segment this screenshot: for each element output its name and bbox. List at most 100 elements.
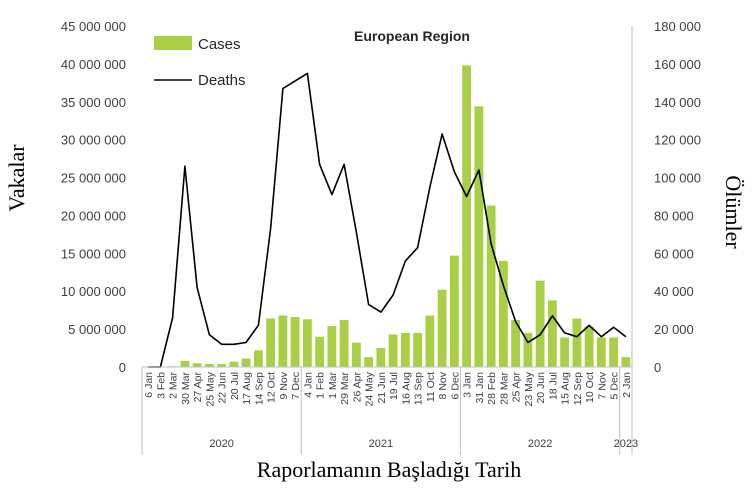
cases-bar xyxy=(572,318,582,367)
cases-bar xyxy=(486,205,496,367)
x-tick-label: 31 Jan xyxy=(474,372,486,404)
cases-bar xyxy=(339,320,349,367)
cases-bar xyxy=(315,336,325,367)
cases-bar xyxy=(596,337,606,367)
x-tick-label: 21 Jun xyxy=(376,372,388,404)
cases-bar xyxy=(351,342,361,367)
cases-bar xyxy=(253,350,263,367)
legend-cases-swatch xyxy=(154,36,192,50)
cases-bar xyxy=(621,357,631,367)
left-axis-tick-label: 45 000 000 xyxy=(61,19,126,34)
x-tick-label: 8 Nov xyxy=(437,371,449,399)
cases-bar xyxy=(400,332,410,367)
y-axis-title: Vakalar xyxy=(4,144,29,212)
x-tick-label: 22 Jun xyxy=(217,372,229,404)
x-tick-label: 3 Feb xyxy=(155,372,167,399)
x-tick-label: 7 Nov xyxy=(596,371,608,399)
cases-bar xyxy=(180,360,190,367)
cases-bar xyxy=(498,260,508,367)
cases-bar xyxy=(560,337,570,367)
x-tick-label: 11 Oct xyxy=(425,372,437,402)
right-axis-tick-label: 100 000 xyxy=(654,171,701,186)
year-label: 2023 xyxy=(614,438,638,450)
cases-bar xyxy=(327,326,337,367)
x-tick-label: 14 Sep xyxy=(253,372,265,405)
cases-bar xyxy=(437,289,447,367)
left-axis-tick-label: 40 000 000 xyxy=(61,57,126,72)
x-tick-label: 25 May xyxy=(204,371,216,406)
x-tick-label: 13 Sep xyxy=(413,372,425,405)
x-tick-label: 1 Mar xyxy=(327,372,339,399)
x-tick-label: 1 Feb xyxy=(315,372,327,399)
cases-bar xyxy=(364,357,374,367)
cases-bar xyxy=(376,348,386,367)
cases-bars xyxy=(168,65,631,367)
x-tick-label: 25 Apr xyxy=(511,371,523,402)
year-label: 2022 xyxy=(528,438,552,450)
chart-title: European Region xyxy=(354,28,470,44)
x-tick-label: 18 Jul xyxy=(547,372,559,400)
left-axis-tick-label: 15 000 000 xyxy=(61,246,126,261)
x-tick-label: 6 Dec xyxy=(449,372,461,399)
right-axis-tick-label: 120 000 xyxy=(654,133,701,148)
right-axis-tick-label: 140 000 xyxy=(654,95,701,110)
x-tick-label: 28 Mar xyxy=(498,372,510,405)
right-axis-tick-label: 40 000 xyxy=(654,284,694,299)
x-tick-label: 29 Mar xyxy=(339,372,351,405)
cases-bar xyxy=(462,65,472,367)
cases-bar xyxy=(523,332,533,367)
x-tick-label: 20 Jul xyxy=(229,372,241,400)
x-tick-label: 24 May xyxy=(364,371,376,406)
x-tick-label: 7 Dec xyxy=(290,372,302,399)
legend-cases-label: Cases xyxy=(198,36,241,53)
x-tick-label: 27 Apr xyxy=(192,371,204,402)
x-tick-label: 9 Nov xyxy=(278,371,290,399)
right-axis-tick-label: 160 000 xyxy=(654,57,701,72)
x-tick-label: 20 Jun xyxy=(535,372,547,404)
x-tick-label: 12 Oct xyxy=(266,372,278,403)
left-axis-ticks: 0 5 000 000 10 000 000 15 000 000 20 000 000… xyxy=(61,19,126,375)
cases-bar xyxy=(241,358,251,367)
cases-bar xyxy=(609,337,619,367)
left-axis-tick-label: 20 000 000 xyxy=(61,208,126,223)
legend: Cases Deaths xyxy=(154,36,246,89)
y2-axis-title: Ölümler xyxy=(721,175,746,249)
right-axis-tick-label: 20 000 xyxy=(654,322,694,337)
cases-bar xyxy=(413,332,423,367)
legend-deaths-label: Deaths xyxy=(198,72,246,89)
x-tick-label: 26 Apr xyxy=(351,371,363,402)
left-axis-tick-label: 30 000 000 xyxy=(61,133,126,148)
x-tick-label: 19 Jul xyxy=(388,372,400,400)
x-tick-label: 2 Mar xyxy=(168,372,180,399)
deaths-line xyxy=(148,72,627,368)
left-axis-tick-label: 10 000 000 xyxy=(61,284,126,299)
right-axis-tick-label: 0 xyxy=(654,360,661,375)
cases-bar xyxy=(192,363,202,367)
x-tick-label: 4 Jan xyxy=(302,372,314,398)
x-tick-label: 15 Aug xyxy=(560,372,572,405)
x-tick-label: 28 Feb xyxy=(486,372,498,405)
cases-bar xyxy=(535,280,545,367)
cases-bar xyxy=(511,320,521,367)
right-axis-tick-label: 60 000 xyxy=(654,246,694,261)
x-tick-label: 3 Jan xyxy=(462,372,474,398)
left-axis-tick-label: 5 000 000 xyxy=(68,322,126,337)
left-axis-tick-label: 0 xyxy=(119,360,126,375)
year-label: 2020 xyxy=(209,438,233,450)
right-axis-ticks: 0 20 000 40 000 60 000 80 000 100 000 120 000 1… xyxy=(654,19,701,375)
left-axis-tick-label: 35 000 000 xyxy=(61,95,126,110)
left-axis-tick-label: 25 000 000 xyxy=(61,171,126,186)
x-tick-label: 23 May xyxy=(523,371,535,406)
cases-bar xyxy=(547,300,557,367)
x-tick-label: 30 Mar xyxy=(180,372,192,405)
x-axis-title: Raporlamanın Başladığı Tarih xyxy=(257,457,521,482)
cases-bar xyxy=(290,316,300,367)
cases-bar xyxy=(425,315,435,367)
x-tick-label: 10 Oct xyxy=(584,372,596,403)
right-axis-tick-label: 80 000 xyxy=(654,208,694,223)
right-axis-tick-label: 180 000 xyxy=(654,19,701,34)
x-tick-label: 16 Aug xyxy=(400,372,412,405)
cases-bar xyxy=(278,315,288,367)
x-tick-label: 12 Sep xyxy=(572,372,584,405)
